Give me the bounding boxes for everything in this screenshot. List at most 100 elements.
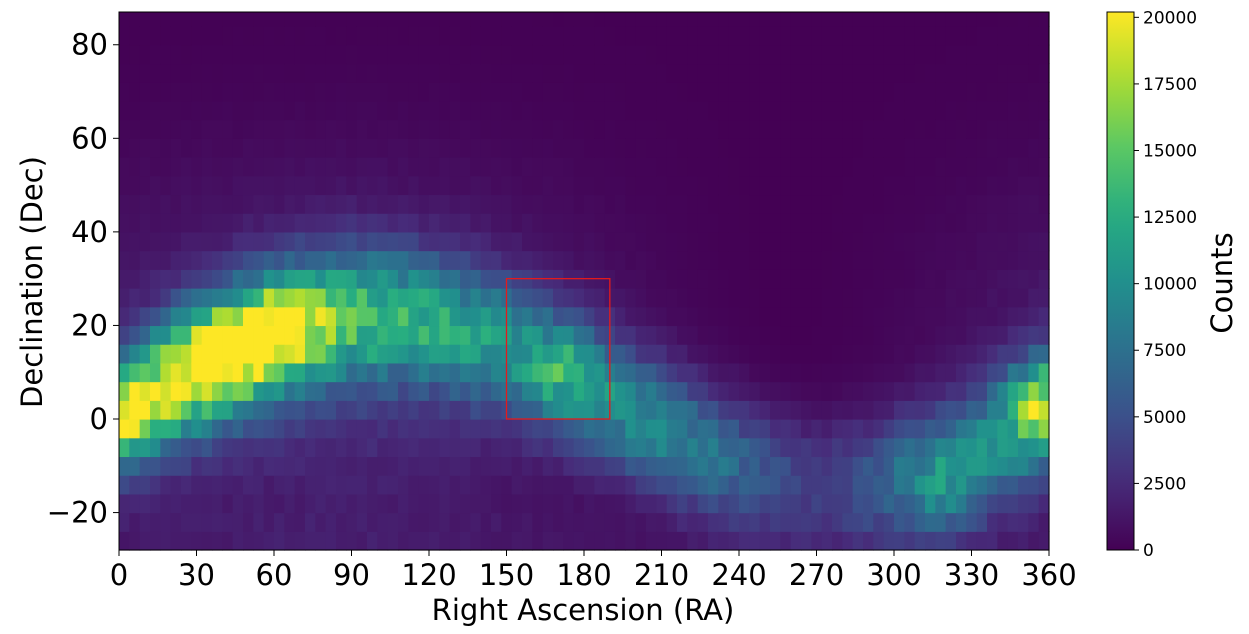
- heatmap-cell: [987, 475, 998, 495]
- heatmap-cell: [553, 63, 564, 83]
- heatmap-cell: [563, 456, 575, 476]
- heatmap-cell: [346, 493, 358, 514]
- heatmap-cell: [821, 44, 833, 65]
- heatmap-cell: [387, 531, 399, 551]
- heatmap-cell: [615, 306, 626, 327]
- heatmap-cell: [212, 231, 223, 252]
- heatmap-cell: [243, 157, 254, 177]
- heatmap-cell: [718, 344, 730, 364]
- heatmap-cell: [222, 269, 234, 289]
- heatmap-cell: [542, 44, 554, 65]
- heatmap-cell: [222, 119, 234, 139]
- y-tick-label: 40: [71, 215, 108, 249]
- heatmap-cell: [480, 512, 492, 532]
- heatmap-cell: [201, 400, 213, 420]
- heatmap-cell: [573, 419, 585, 439]
- heatmap-cell: [749, 157, 761, 177]
- heatmap-cell: [821, 493, 833, 514]
- heatmap-cell: [129, 344, 141, 364]
- heatmap-cell: [852, 456, 864, 476]
- heatmap-cell: [852, 306, 864, 327]
- heatmap-cell: [170, 493, 182, 514]
- heatmap-cell: [883, 82, 895, 102]
- heatmap-cell: [181, 12, 192, 27]
- heatmap-cell: [253, 512, 265, 532]
- heatmap-cell: [150, 250, 161, 270]
- heatmap-cell: [356, 306, 368, 327]
- heatmap-cell: [708, 381, 719, 401]
- heatmap-cell: [945, 12, 957, 27]
- heatmap-cell: [460, 100, 471, 121]
- heatmap-cell: [739, 12, 750, 27]
- heatmap-cell: [243, 175, 254, 196]
- heatmap-cell: [367, 175, 378, 196]
- heatmap-cell: [305, 400, 316, 420]
- heatmap-cell: [408, 344, 420, 364]
- heatmap-cell: [491, 531, 502, 551]
- heatmap-cell: [832, 288, 843, 308]
- heatmap-cell: [253, 157, 265, 177]
- heatmap-cell: [212, 400, 223, 420]
- heatmap-cell: [274, 512, 285, 532]
- heatmap-cell: [274, 44, 285, 65]
- heatmap-cell: [470, 250, 482, 270]
- heatmap-cell: [842, 100, 854, 121]
- heatmap-cell: [987, 231, 998, 252]
- heatmap-cell: [460, 493, 471, 514]
- heatmap-cell: [460, 512, 471, 532]
- heatmap-cell: [439, 44, 451, 65]
- heatmap-cell: [945, 138, 957, 158]
- heatmap-cell: [697, 26, 709, 46]
- heatmap-cell: [367, 231, 378, 252]
- heatmap-cell: [873, 175, 885, 196]
- heatmap-cell: [790, 138, 802, 158]
- heatmap-cell: [883, 269, 895, 289]
- heatmap-cell: [253, 12, 265, 27]
- heatmap-cell: [170, 63, 182, 83]
- heatmap-cell: [377, 419, 389, 439]
- heatmap-cell: [232, 231, 244, 252]
- heatmap-cell: [584, 250, 595, 270]
- heatmap-cell: [687, 288, 699, 308]
- heatmap-cell: [739, 381, 750, 401]
- heatmap-cell: [222, 288, 234, 308]
- heatmap-cell: [1007, 512, 1019, 532]
- heatmap-cell: [563, 12, 575, 27]
- heatmap-cell: [801, 175, 812, 196]
- heatmap-cell: [398, 213, 409, 233]
- heatmap-cell: [976, 344, 988, 364]
- heatmap-cell: [201, 493, 213, 514]
- heatmap-cell: [222, 63, 234, 83]
- heatmap-cell: [770, 531, 781, 551]
- heatmap-cell: [625, 512, 637, 532]
- heatmap-cell: [883, 157, 895, 177]
- heatmap-cell: [356, 419, 368, 439]
- heatmap-cell: [201, 138, 213, 158]
- heatmap-cell: [790, 231, 802, 252]
- heatmap-cell: [232, 456, 244, 476]
- heatmap-cell: [491, 325, 502, 345]
- heatmap-cell: [449, 362, 461, 383]
- heatmap-cell: [460, 269, 471, 289]
- heatmap-cell: [976, 194, 988, 214]
- heatmap-cell: [181, 231, 192, 252]
- heatmap-cell: [987, 175, 998, 196]
- heatmap-cell: [832, 44, 843, 65]
- heatmap-cell: [212, 44, 223, 65]
- heatmap-cell: [677, 344, 688, 364]
- heatmap-cell: [367, 306, 378, 327]
- heatmap-cell: [573, 12, 585, 27]
- heatmap-cell: [573, 475, 585, 495]
- heatmap-cell: [666, 531, 678, 551]
- heatmap-cell: [935, 362, 947, 383]
- heatmap-cell: [759, 512, 771, 532]
- heatmap-cell: [708, 400, 719, 420]
- heatmap-cell: [728, 456, 740, 476]
- heatmap-cell: [294, 231, 306, 252]
- x-tick-label: 360: [1021, 558, 1076, 592]
- heatmap-cell: [346, 82, 358, 102]
- heatmap-cell: [377, 119, 389, 139]
- heatmap-cell: [646, 493, 657, 514]
- heatmap-cell: [718, 175, 730, 196]
- heatmap-cell: [708, 493, 719, 514]
